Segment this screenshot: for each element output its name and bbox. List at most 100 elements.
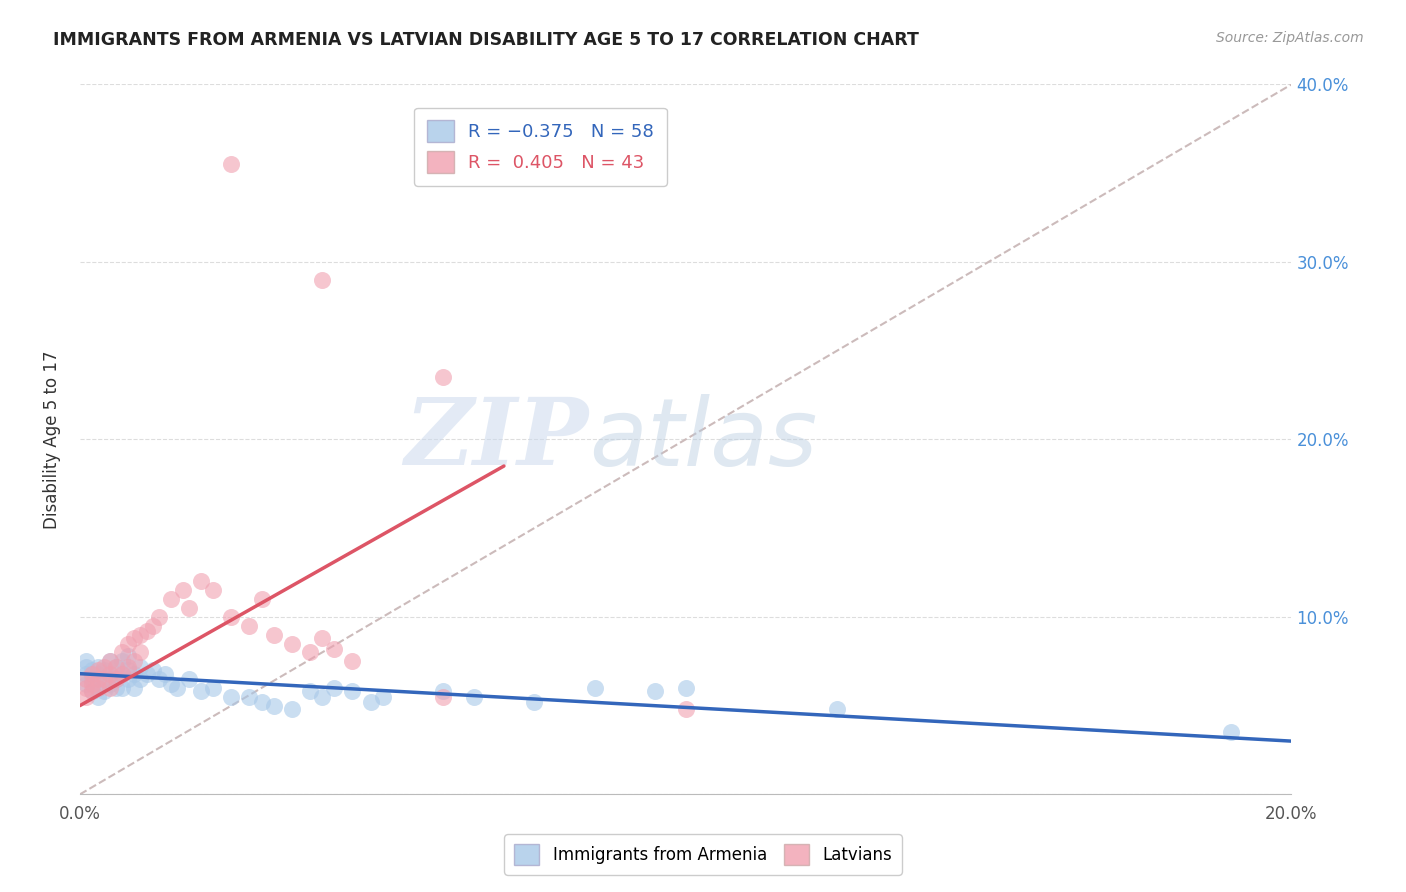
Point <box>311 690 333 704</box>
Point <box>80 663 103 677</box>
Point <box>166 681 188 695</box>
Point <box>148 610 170 624</box>
Point <box>80 684 103 698</box>
Point <box>153 666 176 681</box>
Point <box>87 681 110 695</box>
Point <box>105 681 128 695</box>
Point <box>98 654 121 668</box>
Point <box>221 690 243 704</box>
Point <box>432 370 454 384</box>
Point <box>129 627 152 641</box>
Point <box>93 672 115 686</box>
Point <box>675 702 697 716</box>
Point <box>124 681 146 695</box>
Point <box>190 684 212 698</box>
Point <box>111 645 134 659</box>
Point <box>93 663 115 677</box>
Text: IMMIGRANTS FROM ARMENIA VS LATVIAN DISABILITY AGE 5 TO 17 CORRELATION CHART: IMMIGRANTS FROM ARMENIA VS LATVIAN DISAB… <box>53 31 920 49</box>
Y-axis label: Disability Age 5 to 17: Disability Age 5 to 17 <box>44 351 60 529</box>
Point <box>148 672 170 686</box>
Point <box>825 702 848 716</box>
Point <box>159 592 181 607</box>
Point <box>75 690 97 704</box>
Text: ZIP: ZIP <box>405 394 589 484</box>
Point <box>124 631 146 645</box>
Point <box>117 663 139 677</box>
Point <box>172 583 194 598</box>
Point <box>263 698 285 713</box>
Point <box>87 666 110 681</box>
Text: atlas: atlas <box>589 394 817 485</box>
Point <box>98 666 121 681</box>
Point <box>221 610 243 624</box>
Point <box>263 627 285 641</box>
Point <box>323 681 346 695</box>
Point <box>250 592 273 607</box>
Point <box>111 666 134 681</box>
Point <box>342 684 364 698</box>
Point <box>80 666 103 681</box>
Point <box>463 690 485 704</box>
Point <box>93 659 115 673</box>
Point <box>117 672 139 686</box>
Point <box>75 659 97 673</box>
Point <box>124 666 146 681</box>
Point <box>117 648 139 663</box>
Point <box>98 677 121 691</box>
Point <box>75 672 97 686</box>
Point <box>281 702 304 716</box>
Point <box>299 645 322 659</box>
Point <box>360 695 382 709</box>
Point <box>159 677 181 691</box>
Point <box>142 663 165 677</box>
Point <box>117 659 139 673</box>
Point <box>250 695 273 709</box>
Point <box>432 690 454 704</box>
Point <box>105 672 128 686</box>
Point <box>105 659 128 673</box>
Point <box>190 574 212 589</box>
Point <box>87 672 110 686</box>
Legend: R = −0.375   N = 58, R =  0.405   N = 43: R = −0.375 N = 58, R = 0.405 N = 43 <box>413 108 666 186</box>
Point <box>583 681 606 695</box>
Text: Source: ZipAtlas.com: Source: ZipAtlas.com <box>1216 31 1364 45</box>
Point <box>111 666 134 681</box>
Point <box>1219 725 1241 739</box>
Point <box>75 677 97 691</box>
Point <box>75 654 97 668</box>
Point <box>675 681 697 695</box>
Legend: Immigrants from Armenia, Latvians: Immigrants from Armenia, Latvians <box>505 834 901 875</box>
Point <box>281 636 304 650</box>
Point <box>238 619 260 633</box>
Point <box>98 666 121 681</box>
Point <box>142 619 165 633</box>
Point <box>87 681 110 695</box>
Point <box>311 273 333 287</box>
Point <box>342 654 364 668</box>
Point <box>98 654 121 668</box>
Point <box>87 659 110 673</box>
Point <box>135 666 157 681</box>
Point <box>124 654 146 668</box>
Point <box>129 659 152 673</box>
Point <box>111 654 134 668</box>
Point <box>80 684 103 698</box>
Point <box>311 631 333 645</box>
Point <box>177 601 200 615</box>
Point <box>432 684 454 698</box>
Point <box>221 157 243 171</box>
Point <box>644 684 666 698</box>
Point <box>80 672 103 686</box>
Point <box>177 672 200 686</box>
Point <box>129 672 152 686</box>
Point <box>111 681 134 695</box>
Point <box>105 659 128 673</box>
Point <box>117 636 139 650</box>
Point <box>238 690 260 704</box>
Point <box>202 681 225 695</box>
Point <box>323 641 346 656</box>
Point <box>87 663 110 677</box>
Point <box>202 583 225 598</box>
Point <box>87 690 110 704</box>
Point <box>135 624 157 638</box>
